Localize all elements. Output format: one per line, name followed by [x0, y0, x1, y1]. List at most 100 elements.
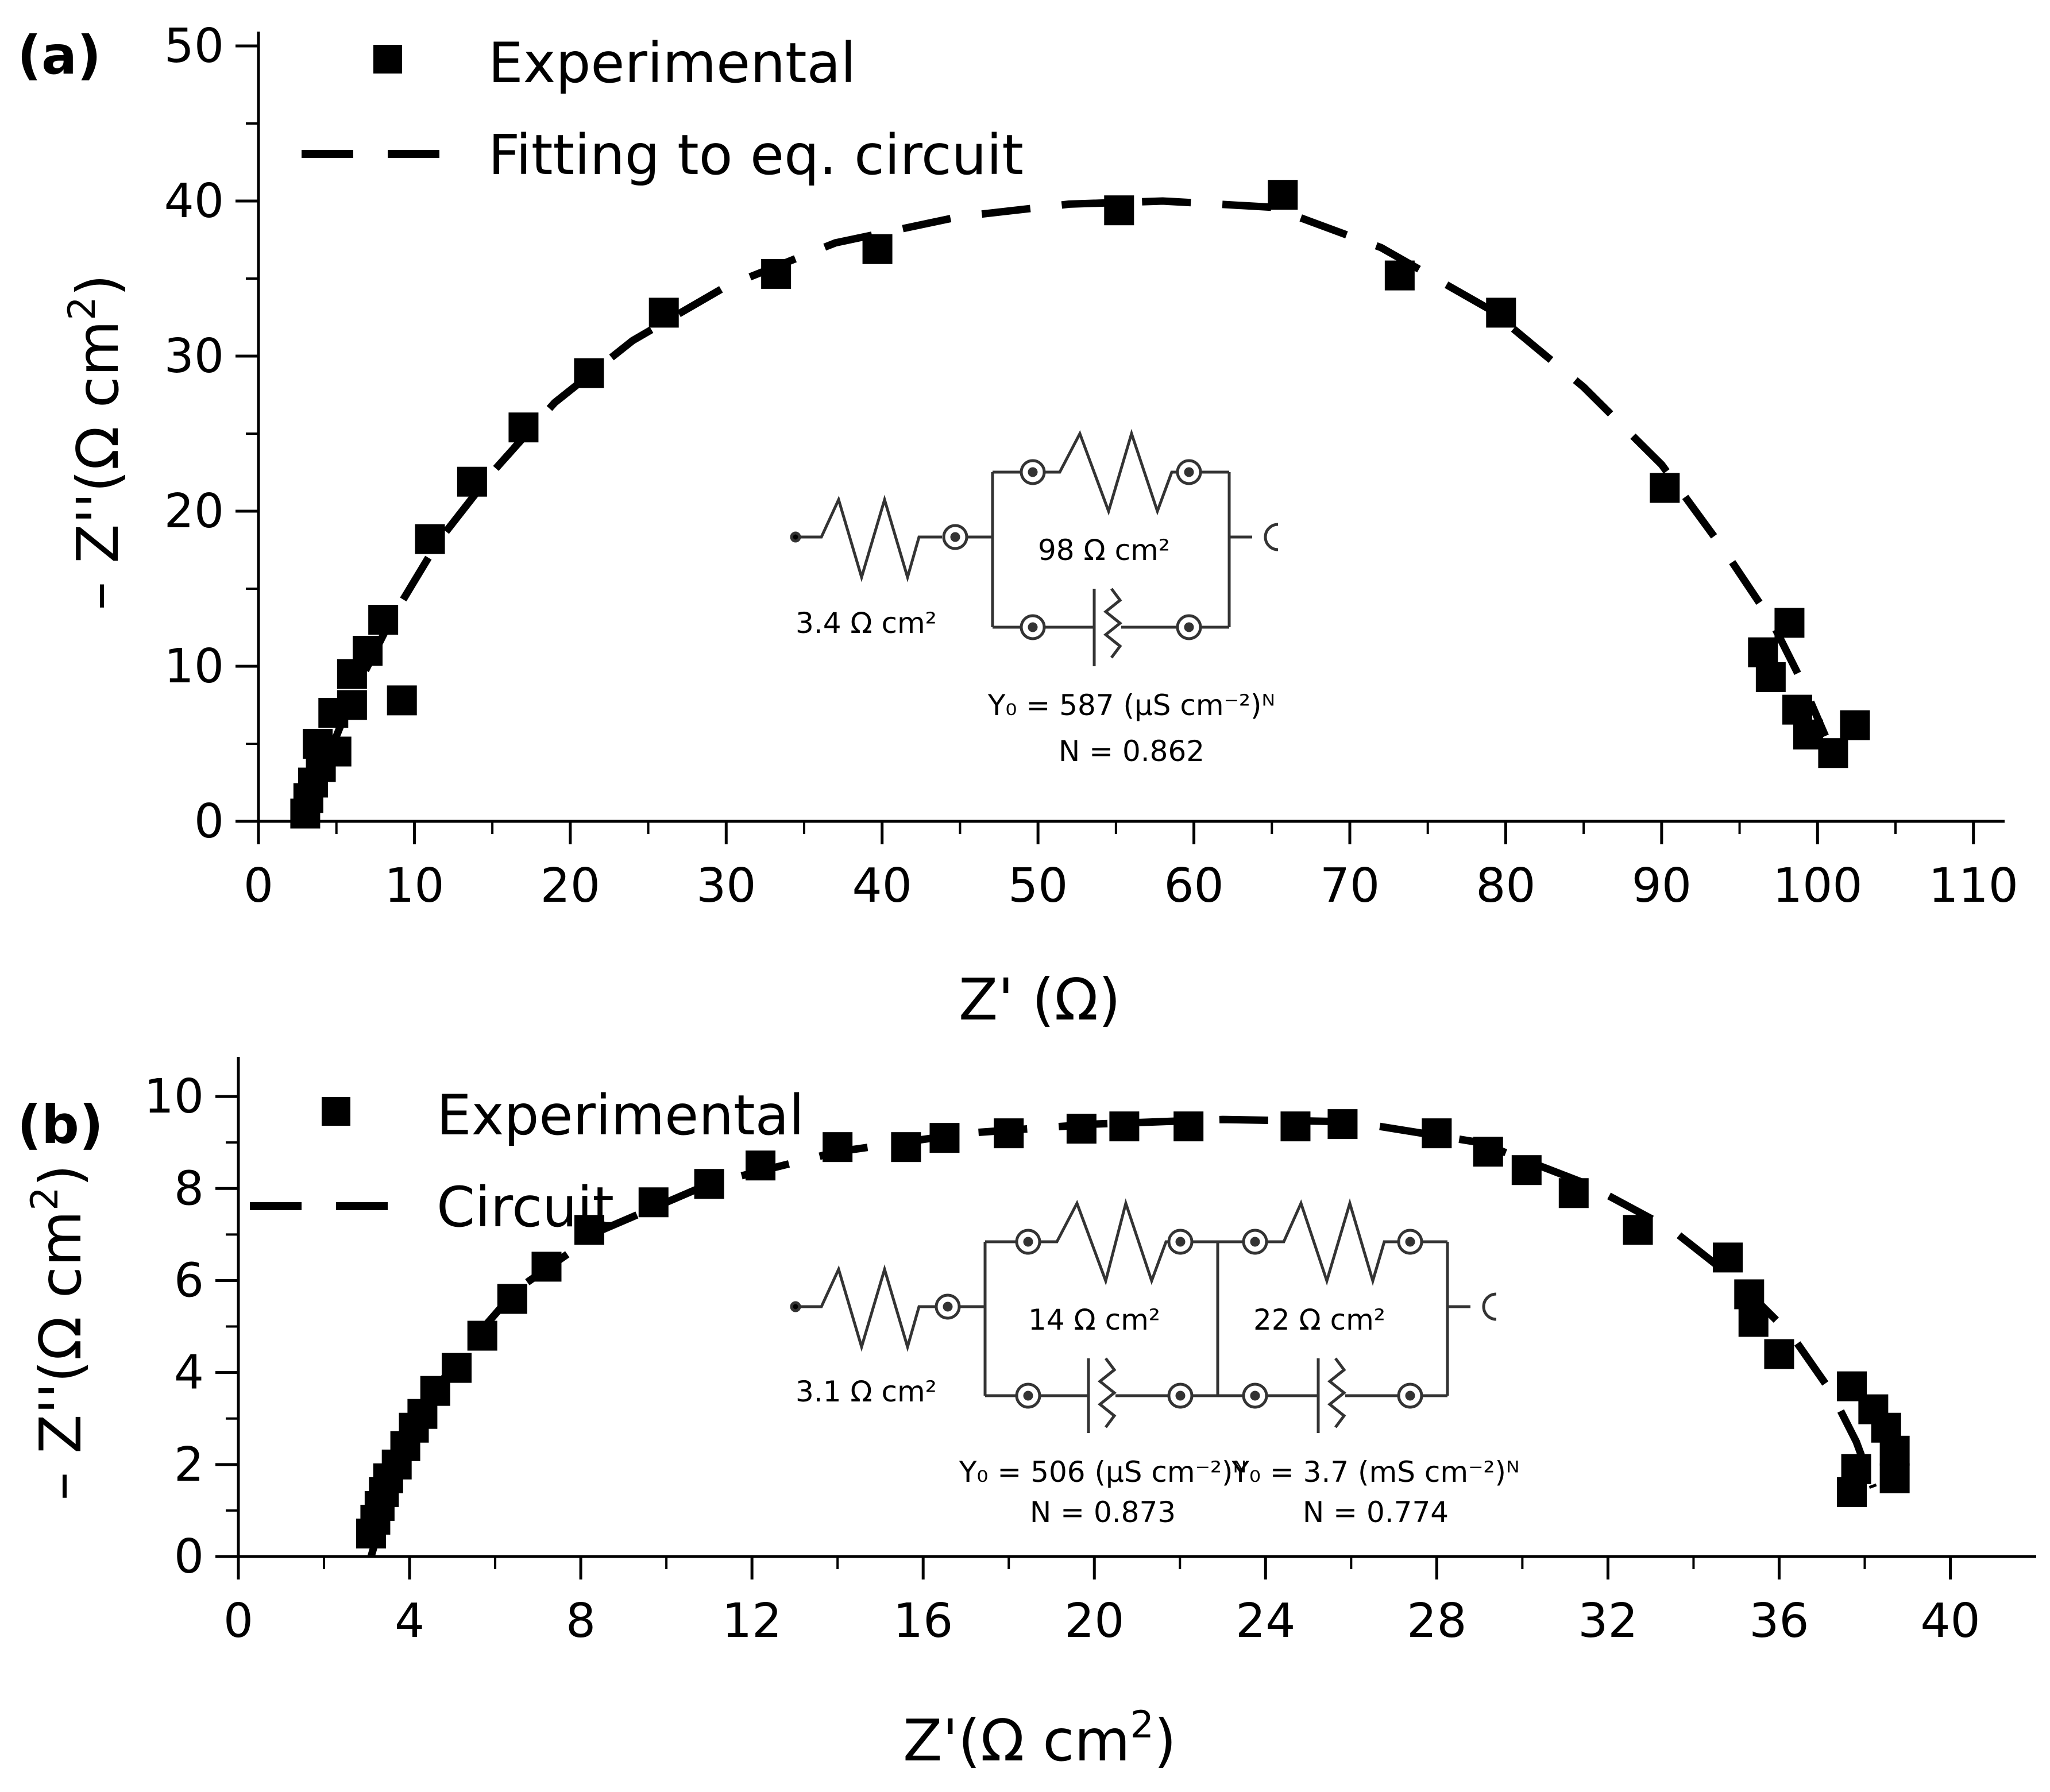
- experimental-point: [1738, 1307, 1769, 1337]
- circuit-b-cpe2-y0: Y₀ = 3.7 (mS cm⁻²)ᴺ: [1231, 1455, 1519, 1489]
- panel-b-x-axis-title: Z'(Ω cm2): [903, 1704, 1176, 1774]
- x-tick-label: 36: [1749, 1594, 1809, 1648]
- fit-curve: [367, 1115, 1877, 1558]
- experimental-point: [1473, 1137, 1503, 1167]
- panel-a-legend: Experimental Fitting to eq. circuit: [302, 31, 1024, 187]
- y-tick-label: 10: [164, 639, 224, 694]
- x-tick-label: 70: [1320, 859, 1380, 913]
- experimental-point: [1650, 473, 1680, 503]
- x-tick-label: 16: [893, 1594, 953, 1648]
- experimental-point: [1511, 1155, 1542, 1185]
- panel-a-axes: 0 10 20 30 40 50 60 70 80 90 100 110 0 10 20 30 40 50: [164, 19, 2018, 913]
- parallel-resistor-2: [1267, 1198, 1399, 1286]
- experimental-point: [531, 1252, 562, 1282]
- x-tick-label: 30: [696, 859, 756, 913]
- node-connector-center: [1028, 622, 1038, 632]
- circuit-b-cpe1-y0: Y₀ = 506 (μS cm⁻²)ᴺ: [959, 1455, 1246, 1489]
- circuit-b-series-resistance: 3.1 Ω cm²: [796, 1375, 937, 1408]
- node-connector-center: [950, 532, 960, 542]
- experimental-point: [1623, 1215, 1653, 1245]
- y-tick-label: 6: [174, 1253, 204, 1308]
- node-connector-center: [1175, 1237, 1186, 1247]
- x-tick-label: 24: [1236, 1594, 1295, 1648]
- panel-b-circuit-diagram: [790, 1198, 1497, 1433]
- panel-b-fit-series: [367, 1115, 1877, 1558]
- node-connector-center: [1184, 622, 1194, 632]
- experimental-point: [415, 524, 445, 554]
- experimental-point: [467, 1320, 497, 1351]
- experimental-point: [1764, 1339, 1794, 1369]
- node-connector-center: [1250, 1237, 1260, 1247]
- experimental-point: [1837, 1477, 1867, 1507]
- fit-curve: [307, 197, 1829, 822]
- x-tick-label: 0: [244, 859, 273, 913]
- experimental-point: [497, 1284, 527, 1314]
- experimental-point: [1840, 710, 1870, 740]
- experimental-point: [1558, 1178, 1589, 1208]
- experimental-point: [457, 466, 487, 497]
- x-tick-label: 8: [566, 1594, 596, 1648]
- circuit-a-parallel-resistance: 98 Ω cm²: [1038, 534, 1170, 567]
- node-connector-center: [1028, 467, 1038, 477]
- experimental-point: [1066, 1114, 1097, 1144]
- legend-square-marker: [322, 1097, 350, 1126]
- experimental-point: [891, 1132, 921, 1163]
- node-connector-center: [943, 1301, 953, 1312]
- experimental-point: [1713, 1242, 1743, 1273]
- parallel-resistor: [1044, 428, 1178, 516]
- x-tick-label: 4: [395, 1594, 424, 1648]
- x-tick-label: 40: [852, 859, 912, 913]
- x-tick-label: 100: [1773, 859, 1863, 913]
- circuit-b-cpe1-n: N = 0.873: [1030, 1496, 1176, 1529]
- legend-label-experimental: Experimental: [437, 1083, 804, 1148]
- experimental-point: [1268, 180, 1298, 210]
- node-connector-center: [1023, 1391, 1033, 1401]
- x-tick-label: 40: [1920, 1594, 1980, 1648]
- experimental-point: [694, 1169, 724, 1199]
- node-connector-center: [1175, 1391, 1186, 1401]
- panel-b-experimental-series: [356, 1109, 1910, 1548]
- x-tick-label: 28: [1407, 1594, 1466, 1648]
- circuit-b-resistance-2: 22 Ω cm²: [1253, 1303, 1385, 1337]
- legend-square-marker: [373, 45, 402, 74]
- parallel-resistor-1: [1040, 1198, 1169, 1286]
- y-tick-label: 10: [144, 1069, 204, 1124]
- experimental-point: [353, 636, 383, 666]
- panel-a-x-axis-title: Z' (Ω): [959, 966, 1121, 1033]
- cpe-zigzag: [1327, 1357, 1347, 1428]
- series-resistor: [800, 1264, 936, 1352]
- experimental-point: [1818, 738, 1848, 768]
- panel-b-label: (b): [17, 1094, 103, 1156]
- x-tick-label: 32: [1578, 1594, 1638, 1648]
- circuit-b-resistance-1: 14 Ω cm²: [1028, 1303, 1160, 1337]
- panel-a-label: (a): [17, 25, 101, 86]
- x-tick-label: 50: [1008, 859, 1068, 913]
- y-tick-label: 0: [174, 1530, 204, 1584]
- panel-a-circuit-diagram: [790, 428, 1279, 666]
- node-connector-center: [1405, 1237, 1415, 1247]
- experimental-point: [508, 412, 539, 443]
- experimental-point: [1774, 608, 1805, 638]
- x-tick-label: 90: [1632, 859, 1692, 913]
- y-tick-label: 30: [164, 329, 224, 384]
- panel-a: (a) 0 10 20 30 40 50 60 70 80 90 100 110 0 10 20 30 40 50…: [17, 19, 2018, 1033]
- experimental-point: [1734, 1279, 1765, 1310]
- experimental-point: [574, 358, 604, 388]
- y-tick-label: 20: [164, 484, 224, 539]
- y-tick-label: 0: [194, 794, 224, 849]
- experimental-point: [1109, 1111, 1140, 1142]
- experimental-point: [761, 258, 792, 289]
- circuit-terminal-open: [1264, 523, 1279, 551]
- experimental-point: [638, 1187, 669, 1218]
- experimental-point: [1879, 1463, 1910, 1493]
- x-tick-label: 20: [1064, 1594, 1124, 1648]
- node-connector-center: [1184, 467, 1194, 477]
- experimental-point: [823, 1132, 853, 1163]
- panel-b-legend: Experimental Circuit: [250, 1083, 804, 1239]
- node-connector-center: [1023, 1237, 1033, 1247]
- experimental-point: [574, 1215, 604, 1245]
- x-tick-label: 10: [384, 859, 444, 913]
- experimental-point: [1327, 1109, 1358, 1140]
- experimental-point: [337, 690, 367, 720]
